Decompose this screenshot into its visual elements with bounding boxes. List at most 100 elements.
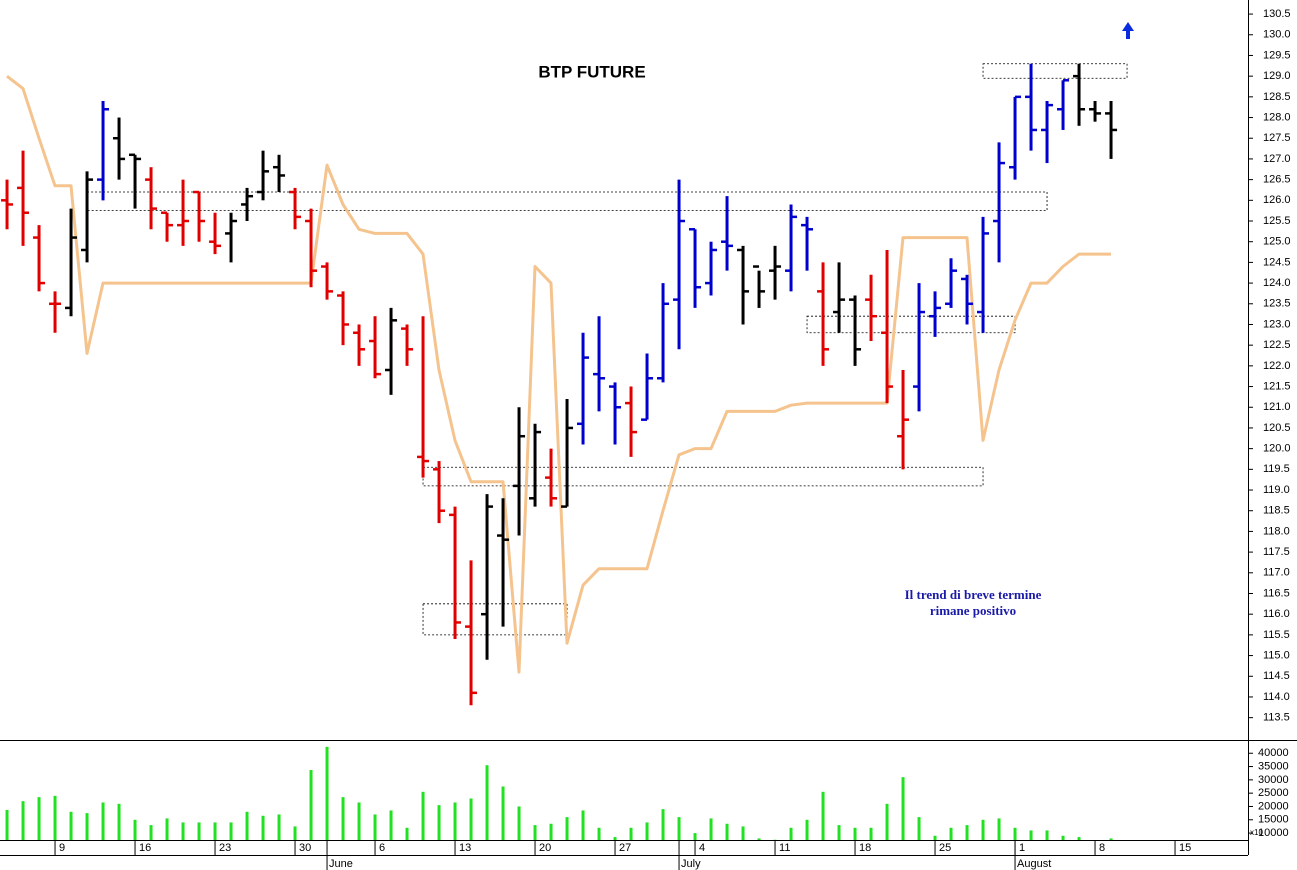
y-tick-label: 124.5 bbox=[1263, 256, 1291, 268]
volume-bar bbox=[453, 802, 457, 840]
y-tick-label: 114.5 bbox=[1263, 670, 1290, 682]
volume-bar bbox=[597, 827, 601, 840]
volume-bar bbox=[965, 825, 969, 840]
y-tick-label: 15000 bbox=[1258, 814, 1289, 826]
zone bbox=[86, 191, 1048, 212]
zone bbox=[422, 603, 568, 636]
y-tick-label: 115.0 bbox=[1263, 649, 1290, 661]
x-tick-label: 27 bbox=[619, 842, 631, 854]
volume-bar bbox=[693, 833, 697, 840]
month-label: June bbox=[329, 858, 353, 870]
y-tick-label: 10000 bbox=[1258, 827, 1289, 839]
y-tick-label: 122.0 bbox=[1263, 360, 1291, 372]
volume-bar bbox=[917, 817, 921, 840]
volume-bar bbox=[421, 791, 425, 840]
volume-bar bbox=[805, 819, 809, 840]
volume-bar bbox=[1077, 837, 1081, 840]
volume-bar bbox=[853, 827, 857, 840]
y-tick-label: 120.5 bbox=[1263, 422, 1291, 434]
y-tick-label: 116.5 bbox=[1263, 587, 1290, 599]
y-tick-label: 30000 bbox=[1258, 774, 1289, 786]
y-tick-label: 127.5 bbox=[1263, 132, 1291, 144]
volume-bar bbox=[373, 814, 377, 840]
y-tick-label: 123.5 bbox=[1263, 298, 1291, 310]
volume-bar bbox=[5, 809, 9, 840]
y-tick-label: 130.5 bbox=[1263, 8, 1291, 20]
zone bbox=[982, 63, 1128, 79]
volume-bar bbox=[629, 827, 633, 840]
y-tick-label: 128.0 bbox=[1263, 111, 1291, 123]
x-tick-label: 1 bbox=[1019, 842, 1025, 854]
volume-bar bbox=[1029, 830, 1033, 840]
volume-bar bbox=[149, 825, 153, 840]
volume-bar bbox=[1045, 830, 1049, 840]
y-tick-label: 116.0 bbox=[1263, 608, 1290, 620]
volume-bar bbox=[645, 822, 649, 840]
axes: 113.5 114.0 114.5 115.0 115.5 116.0 116.5 117.0… bbox=[54, 8, 1291, 870]
volume-bar bbox=[581, 810, 585, 840]
volume-bar bbox=[357, 802, 361, 840]
y-tick-label: 124.0 bbox=[1263, 277, 1291, 289]
scale-label: x10 bbox=[1250, 828, 1263, 837]
volume-bar bbox=[565, 817, 569, 840]
volume-bar bbox=[933, 835, 937, 840]
y-tick-label: 130.0 bbox=[1263, 29, 1291, 41]
volume-bar bbox=[53, 795, 57, 840]
x-tick-label: 20 bbox=[539, 842, 551, 854]
x-tick-label: 15 bbox=[1179, 842, 1191, 854]
volume-bar bbox=[901, 777, 905, 840]
volume-bar bbox=[293, 826, 297, 840]
volume-bar bbox=[533, 825, 537, 840]
y-tick-label: 118.0 bbox=[1263, 525, 1290, 537]
x-tick-label: 13 bbox=[459, 842, 471, 854]
x-tick-label: 9 bbox=[59, 842, 65, 854]
volume-bar bbox=[133, 819, 137, 840]
y-tick-label: 121.0 bbox=[1263, 401, 1291, 413]
y-tick-label: 120.0 bbox=[1263, 443, 1291, 455]
volume-bar bbox=[549, 823, 553, 840]
volume-bar bbox=[1109, 838, 1113, 840]
y-tick-label: 127.0 bbox=[1263, 153, 1291, 165]
volume-bar bbox=[885, 803, 889, 840]
y-tick-label: 114.0 bbox=[1263, 691, 1290, 703]
y-tick-label: 126.5 bbox=[1263, 174, 1291, 186]
volume-bar bbox=[725, 823, 729, 840]
zone bbox=[422, 466, 984, 487]
volume-bar bbox=[837, 825, 841, 840]
y-tick-label: 125.5 bbox=[1263, 215, 1291, 227]
volume-bar bbox=[309, 770, 313, 840]
volume-bar bbox=[21, 801, 25, 840]
x-tick-label: 18 bbox=[859, 842, 871, 854]
y-tick-label: 125.0 bbox=[1263, 236, 1291, 248]
month-label: July bbox=[681, 858, 701, 870]
volume-bar bbox=[37, 797, 41, 840]
x-tick-label: 25 bbox=[939, 842, 951, 854]
y-tick-label: 40000 bbox=[1258, 747, 1289, 759]
y-tick-label: 118.5 bbox=[1263, 505, 1290, 517]
volume-bar bbox=[405, 827, 409, 840]
volume-bar bbox=[949, 827, 953, 840]
y-tick-label: 126.0 bbox=[1263, 194, 1291, 206]
x-tick-label: 4 bbox=[699, 842, 705, 854]
volume-bar bbox=[325, 746, 329, 840]
volume-bar bbox=[69, 811, 73, 840]
volume-bar bbox=[517, 806, 521, 840]
volume-bar bbox=[277, 814, 281, 840]
volume-bar bbox=[245, 811, 249, 840]
volume-bar bbox=[213, 822, 217, 840]
y-tick-label: 129.5 bbox=[1263, 49, 1291, 61]
signal-arrow bbox=[1122, 22, 1134, 39]
volume-bar bbox=[997, 818, 1001, 840]
volume-bar bbox=[613, 837, 617, 840]
y-tick-label: 129.0 bbox=[1263, 70, 1291, 82]
month-label: August bbox=[1017, 858, 1051, 870]
volume-bar bbox=[85, 813, 89, 840]
volume-bar bbox=[437, 805, 441, 840]
x-tick-label: 30 bbox=[299, 842, 311, 854]
x-tick-label: 6 bbox=[379, 842, 385, 854]
volume-bar bbox=[117, 803, 121, 840]
x-tick-label: 16 bbox=[139, 842, 151, 854]
y-tick-label: 25000 bbox=[1258, 787, 1289, 799]
annotation: rimane positivo bbox=[930, 603, 1016, 618]
y-tick-label: 121.5 bbox=[1263, 380, 1291, 392]
